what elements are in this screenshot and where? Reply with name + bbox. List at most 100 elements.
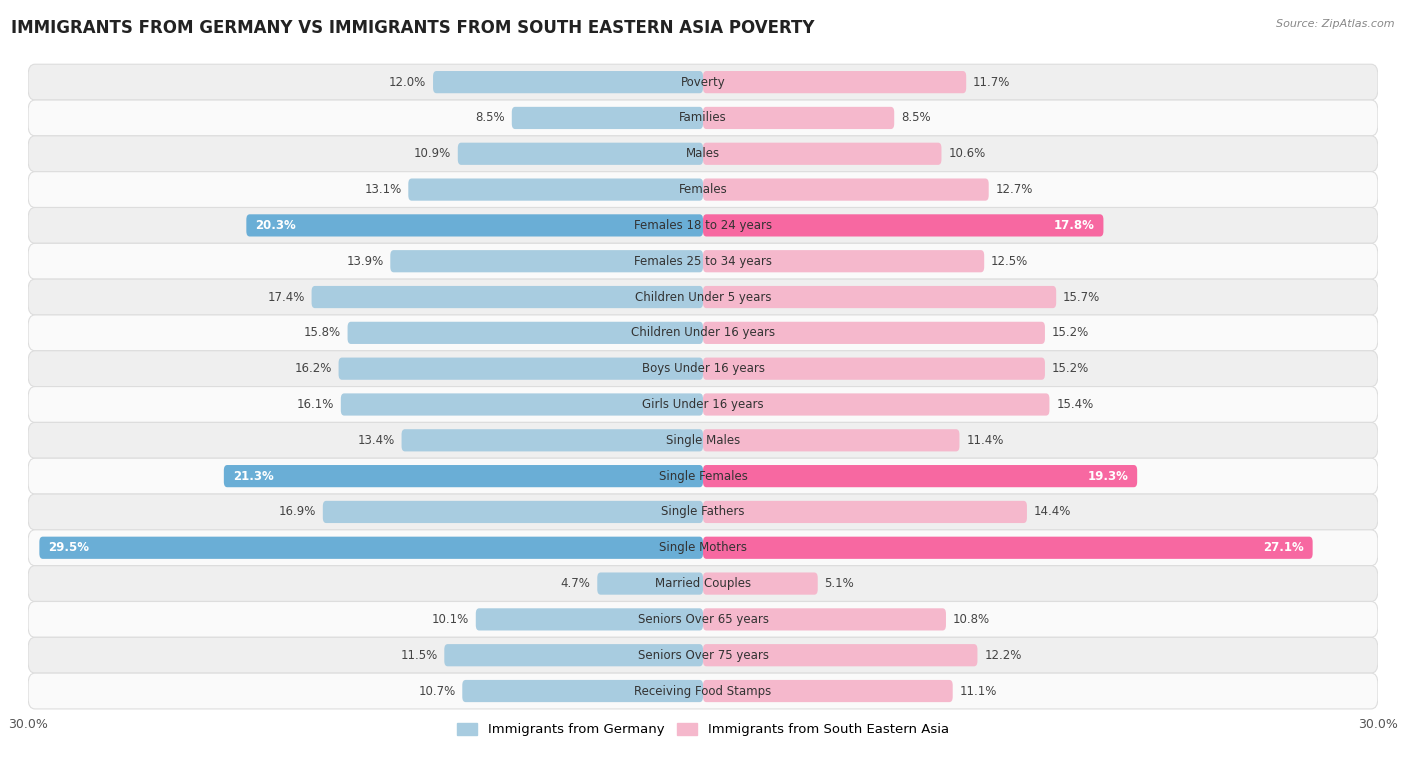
Text: Receiving Food Stamps: Receiving Food Stamps (634, 684, 772, 697)
FancyBboxPatch shape (28, 315, 1378, 351)
FancyBboxPatch shape (28, 494, 1378, 530)
Text: Boys Under 16 years: Boys Under 16 years (641, 362, 765, 375)
FancyBboxPatch shape (347, 321, 703, 344)
Text: 20.3%: 20.3% (256, 219, 297, 232)
FancyBboxPatch shape (408, 178, 703, 201)
FancyBboxPatch shape (391, 250, 703, 272)
Text: 21.3%: 21.3% (233, 470, 274, 483)
FancyBboxPatch shape (339, 358, 703, 380)
FancyBboxPatch shape (312, 286, 703, 309)
Text: 17.8%: 17.8% (1053, 219, 1094, 232)
Text: 15.8%: 15.8% (304, 327, 340, 340)
FancyBboxPatch shape (703, 71, 966, 93)
Text: Children Under 16 years: Children Under 16 years (631, 327, 775, 340)
FancyBboxPatch shape (703, 465, 1137, 487)
Text: 13.9%: 13.9% (346, 255, 384, 268)
FancyBboxPatch shape (28, 208, 1378, 243)
FancyBboxPatch shape (28, 279, 1378, 315)
Text: Single Fathers: Single Fathers (661, 506, 745, 518)
FancyBboxPatch shape (703, 537, 1313, 559)
Text: 8.5%: 8.5% (475, 111, 505, 124)
Text: 27.1%: 27.1% (1263, 541, 1303, 554)
FancyBboxPatch shape (28, 243, 1378, 279)
FancyBboxPatch shape (703, 321, 1045, 344)
FancyBboxPatch shape (703, 572, 818, 595)
Text: 11.5%: 11.5% (401, 649, 437, 662)
Text: Single Males: Single Males (666, 434, 740, 446)
Text: 4.7%: 4.7% (561, 577, 591, 590)
Text: Source: ZipAtlas.com: Source: ZipAtlas.com (1277, 19, 1395, 29)
FancyBboxPatch shape (703, 286, 1056, 309)
Text: 14.4%: 14.4% (1033, 506, 1071, 518)
Text: Married Couples: Married Couples (655, 577, 751, 590)
Text: 15.2%: 15.2% (1052, 327, 1088, 340)
Text: 12.5%: 12.5% (991, 255, 1028, 268)
FancyBboxPatch shape (28, 100, 1378, 136)
Text: IMMIGRANTS FROM GERMANY VS IMMIGRANTS FROM SOUTH EASTERN ASIA POVERTY: IMMIGRANTS FROM GERMANY VS IMMIGRANTS FR… (11, 19, 814, 37)
FancyBboxPatch shape (703, 501, 1026, 523)
FancyBboxPatch shape (433, 71, 703, 93)
Text: 10.8%: 10.8% (953, 613, 990, 626)
FancyBboxPatch shape (444, 644, 703, 666)
Text: 16.1%: 16.1% (297, 398, 335, 411)
FancyBboxPatch shape (28, 673, 1378, 709)
Text: 15.7%: 15.7% (1063, 290, 1099, 303)
Text: 10.9%: 10.9% (413, 147, 451, 160)
Text: 5.1%: 5.1% (824, 577, 855, 590)
FancyBboxPatch shape (598, 572, 703, 595)
Text: 29.5%: 29.5% (48, 541, 90, 554)
FancyBboxPatch shape (28, 171, 1378, 208)
FancyBboxPatch shape (703, 143, 942, 165)
Text: 11.4%: 11.4% (966, 434, 1004, 446)
Text: 17.4%: 17.4% (267, 290, 305, 303)
FancyBboxPatch shape (28, 530, 1378, 565)
FancyBboxPatch shape (28, 459, 1378, 494)
Text: Families: Families (679, 111, 727, 124)
Text: Girls Under 16 years: Girls Under 16 years (643, 398, 763, 411)
Text: 12.0%: 12.0% (389, 76, 426, 89)
FancyBboxPatch shape (703, 680, 953, 702)
Text: Females 25 to 34 years: Females 25 to 34 years (634, 255, 772, 268)
Text: Males: Males (686, 147, 720, 160)
Text: 10.7%: 10.7% (419, 684, 456, 697)
Text: 19.3%: 19.3% (1087, 470, 1128, 483)
FancyBboxPatch shape (28, 602, 1378, 637)
Text: 10.1%: 10.1% (432, 613, 470, 626)
Text: Seniors Over 65 years: Seniors Over 65 years (637, 613, 769, 626)
FancyBboxPatch shape (703, 608, 946, 631)
Text: 11.7%: 11.7% (973, 76, 1011, 89)
Text: Single Females: Single Females (658, 470, 748, 483)
Text: 8.5%: 8.5% (901, 111, 931, 124)
FancyBboxPatch shape (224, 465, 703, 487)
FancyBboxPatch shape (458, 143, 703, 165)
Text: Females: Females (679, 183, 727, 196)
FancyBboxPatch shape (703, 429, 959, 452)
Text: 12.7%: 12.7% (995, 183, 1033, 196)
Text: 12.2%: 12.2% (984, 649, 1022, 662)
Text: 15.4%: 15.4% (1056, 398, 1094, 411)
FancyBboxPatch shape (512, 107, 703, 129)
Text: Poverty: Poverty (681, 76, 725, 89)
Text: 11.1%: 11.1% (959, 684, 997, 697)
FancyBboxPatch shape (703, 250, 984, 272)
Text: Single Mothers: Single Mothers (659, 541, 747, 554)
Text: 16.2%: 16.2% (294, 362, 332, 375)
FancyBboxPatch shape (703, 215, 1104, 236)
FancyBboxPatch shape (703, 107, 894, 129)
FancyBboxPatch shape (28, 64, 1378, 100)
FancyBboxPatch shape (39, 537, 703, 559)
FancyBboxPatch shape (28, 637, 1378, 673)
FancyBboxPatch shape (703, 178, 988, 201)
Text: Children Under 5 years: Children Under 5 years (634, 290, 772, 303)
FancyBboxPatch shape (402, 429, 703, 452)
FancyBboxPatch shape (323, 501, 703, 523)
FancyBboxPatch shape (28, 565, 1378, 602)
FancyBboxPatch shape (463, 680, 703, 702)
Text: 10.6%: 10.6% (948, 147, 986, 160)
Text: 16.9%: 16.9% (278, 506, 316, 518)
FancyBboxPatch shape (340, 393, 703, 415)
Text: 15.2%: 15.2% (1052, 362, 1088, 375)
Text: 13.1%: 13.1% (364, 183, 402, 196)
FancyBboxPatch shape (28, 351, 1378, 387)
Text: Females 18 to 24 years: Females 18 to 24 years (634, 219, 772, 232)
